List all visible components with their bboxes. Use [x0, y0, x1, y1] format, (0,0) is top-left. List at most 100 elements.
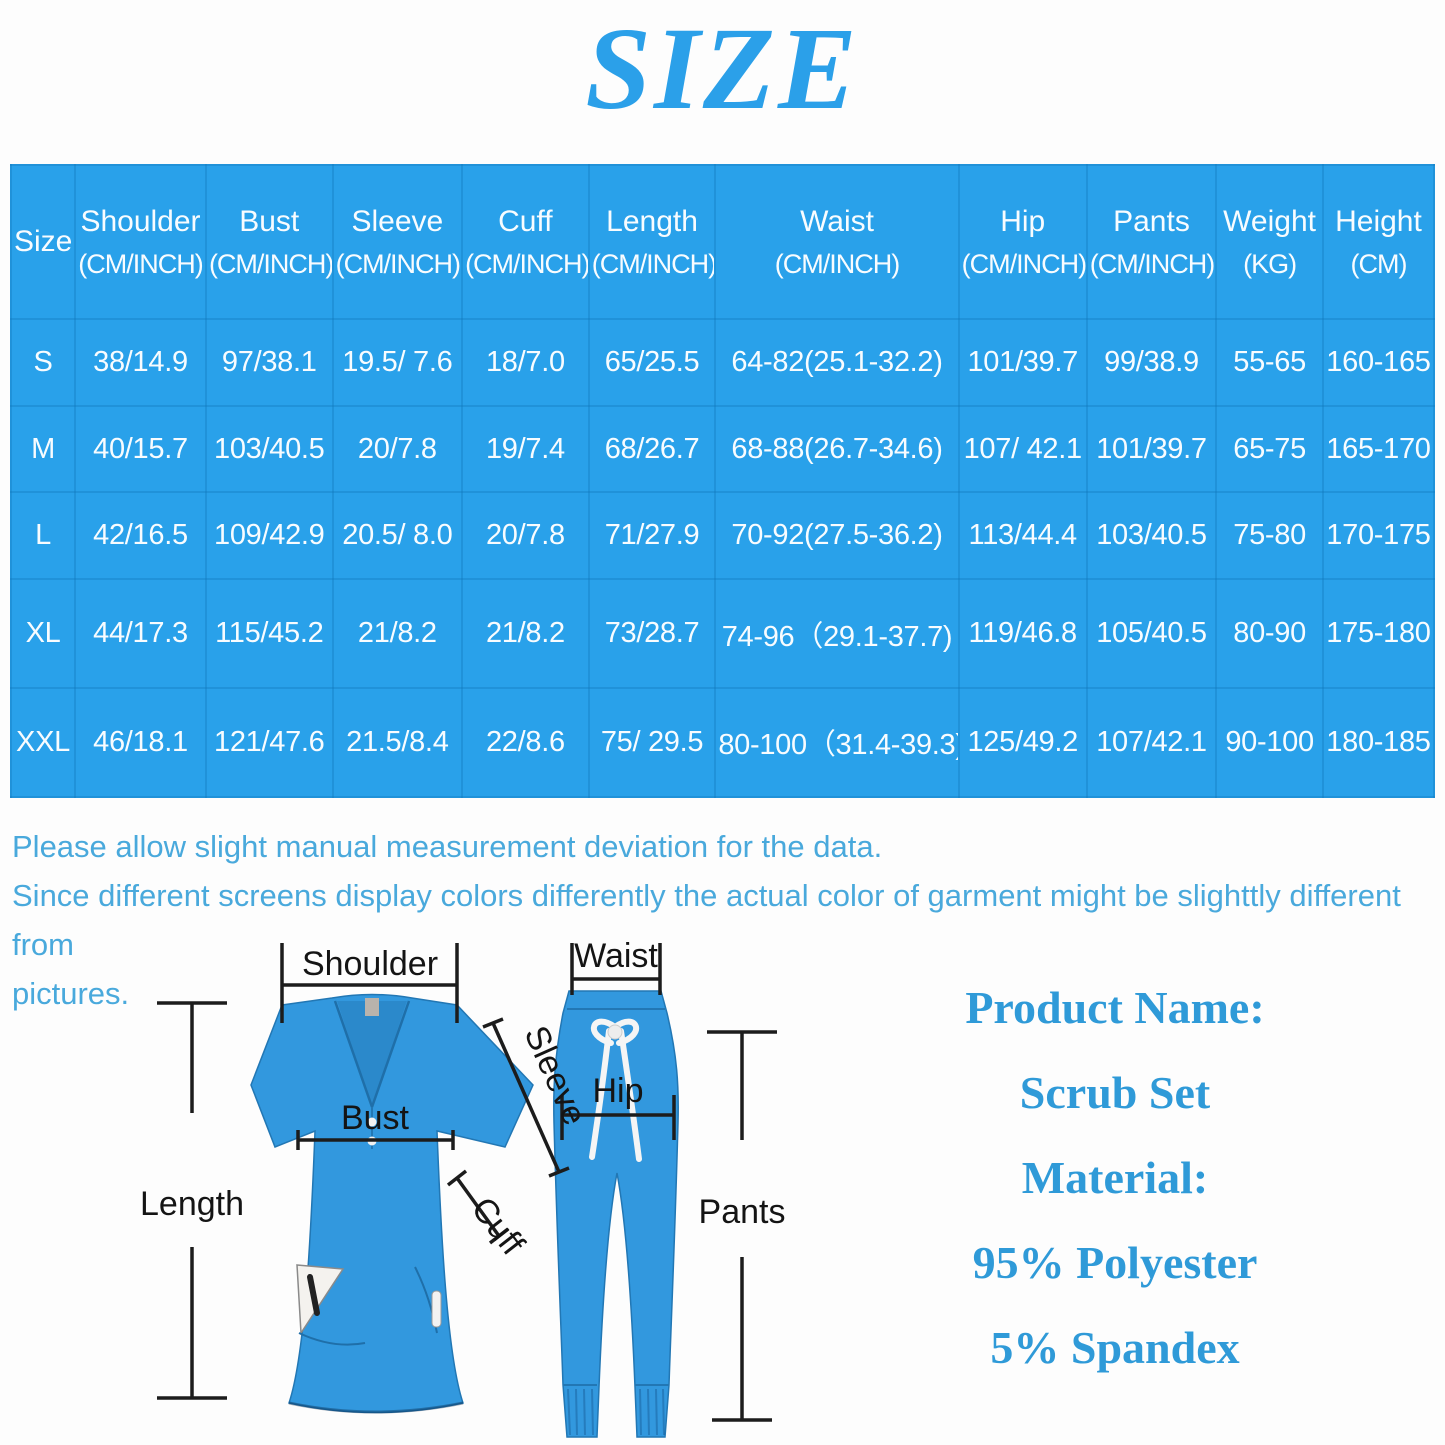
value-cell: 90-100 [1215, 686, 1324, 799]
column-header-sleeve: Sleeve (CM/INCH) [331, 164, 464, 320]
size-cell: M [9, 404, 77, 494]
value-cell: 97/38.1 [204, 318, 334, 407]
value-cell: 125/49.2 [957, 686, 1088, 799]
value-cell: 75/ 29.5 [587, 686, 717, 799]
size-table: Size Shoulder (CM/INCH) Bust (CM/INCH) Sleeve… [9, 164, 1436, 799]
value-cell: 73/28.7 [587, 578, 717, 689]
value-cell: 21/8.2 [331, 578, 464, 689]
value-cell: 22/8.6 [461, 686, 590, 799]
value-cell: 80-100（31.4-39.3) [714, 686, 960, 799]
value-cell: 18/7.0 [461, 318, 590, 407]
size-row-xl: XL 44/17.3 115/45.2 21/8.2 21/8.2 73/28.7 74-9… [9, 578, 1436, 689]
value-cell: 113/44.4 [957, 491, 1088, 581]
size-row-m: M 40/15.7 103/40.5 20/7.8 19/7.4 68/26.7 68-88… [9, 404, 1436, 494]
value-cell: 121/47.6 [204, 686, 334, 799]
column-header-size: Size [9, 164, 77, 320]
value-cell: 20/7.8 [461, 491, 590, 581]
value-cell: 119/46.8 [957, 578, 1088, 689]
measurement-notes: Please allow slight manual measurement d… [12, 822, 1432, 1018]
value-cell: 65-75 [1215, 404, 1324, 494]
value-cell: 74-96（29.1-37.7) [714, 578, 960, 689]
column-header-height: Height (CM) [1321, 164, 1436, 320]
value-cell: 175-180 [1321, 578, 1436, 689]
size-cell: S [9, 318, 77, 407]
value-cell: 180-185 [1321, 686, 1436, 799]
value-cell: 103/40.5 [204, 404, 334, 494]
value-cell: 38/14.9 [74, 318, 207, 407]
bust-label: Bust [341, 1099, 410, 1137]
value-cell: 80-90 [1215, 578, 1324, 689]
size-cell: XXL [9, 686, 77, 799]
column-header-bust: Bust (CM/INCH) [204, 164, 334, 320]
column-header-waist: Waist (CM/INCH) [714, 164, 960, 320]
value-cell: 64-82(25.1-32.2) [714, 318, 960, 407]
value-cell: 19/7.4 [461, 404, 590, 494]
value-cell: 40/15.7 [74, 404, 207, 494]
value-cell: 101/39.7 [957, 318, 1088, 407]
sleeve-measure-line [482, 1017, 570, 1178]
value-cell: 68-88(26.7-34.6) [714, 404, 960, 494]
length-measure-line [157, 1001, 227, 1400]
value-cell: 44/17.3 [74, 578, 207, 689]
product-name-value: Scrub Set [1019, 1067, 1211, 1118]
pants-measure-line [707, 1030, 777, 1422]
value-cell: 71/27.9 [587, 491, 717, 581]
value-cell: 75-80 [1215, 491, 1324, 581]
vneck-shading [337, 1001, 407, 1107]
size-row-xxl: XXL 46/18.1 121/47.6 21.5/8.4 22/8.6 75/ 29.5… [9, 686, 1436, 799]
column-header-length: Length (CM/INCH) [587, 164, 717, 320]
waist-label: Waist [574, 937, 658, 975]
value-cell: 21/8.2 [461, 578, 590, 689]
column-header-pants: Pants (CM/INCH) [1085, 164, 1218, 320]
value-cell: 103/40.5 [1085, 491, 1218, 581]
value-cell: 170-175 [1321, 491, 1436, 581]
size-row-l: L 42/16.5 109/42.9 20.5/ 8.0 20/7.8 71/27.9 70… [9, 491, 1436, 581]
size-table-container: Size Shoulder (CM/INCH) Bust (CM/INCH) Sleeve… [9, 164, 1436, 799]
bust-measure-line [296, 1130, 455, 1150]
size-row-s: S 38/14.9 97/38.1 19.5/ 7.6 18/7.0 65/25.5 64-… [9, 318, 1436, 407]
cuff-ribs [567, 1388, 665, 1436]
pants-label: Pants [699, 1193, 786, 1231]
neck-tag [365, 998, 379, 1016]
measurement-diagram: Shoulder Length Bust Sleeve Cuff Waist H… [140, 937, 786, 1438]
value-cell: 70-92(27.5-36.2) [714, 491, 960, 581]
material-label: Material: [1021, 1152, 1209, 1203]
material-value: 5% Spandex [990, 1322, 1240, 1373]
shoulder-measure-line [280, 943, 459, 1023]
value-cell: 160-165 [1321, 318, 1436, 407]
hip-measure-line [560, 1095, 676, 1140]
material-value: 95% Polyester [972, 1237, 1258, 1288]
cuff-measure-line [446, 1169, 510, 1245]
size-table-header-row: Size Shoulder (CM/INCH) Bust (CM/INCH) Sleeve… [9, 164, 1436, 320]
size-cell: XL [9, 578, 77, 689]
pocket-seam [298, 1332, 366, 1346]
value-cell: 42/16.5 [74, 491, 207, 581]
value-cell: 105/40.5 [1085, 578, 1218, 689]
collar-seam [333, 1000, 411, 1108]
value-cell: 19.5/ 7.6 [331, 318, 464, 407]
value-cell: 107/42.1 [1085, 686, 1218, 799]
zipper-pull [431, 1290, 442, 1328]
column-header-weight: Weight (KG) [1215, 164, 1324, 320]
drawstring [589, 1018, 642, 1162]
value-cell: 55-65 [1215, 318, 1324, 407]
hem-shadow [288, 1401, 464, 1414]
button [367, 1117, 377, 1127]
value-cell: 65/25.5 [587, 318, 717, 407]
product-info: Product Name: Scrub Set Material: 95% Po… [915, 982, 1315, 1407]
value-cell: 107/ 42.1 [957, 404, 1088, 494]
value-cell: 101/39.7 [1085, 404, 1218, 494]
column-header-shoulder: Shoulder (CM/INCH) [74, 164, 207, 320]
note-line: Since different screens display colors d… [12, 878, 1401, 962]
waist-measure-line [570, 943, 662, 995]
value-cell: 21.5/8.4 [331, 686, 464, 799]
product-name-label: Product Name: [965, 982, 1265, 1033]
column-header-cuff: Cuff (CM/INCH) [461, 164, 590, 320]
value-cell: 99/38.9 [1085, 318, 1218, 407]
shoulder-label: Shoulder [302, 945, 438, 983]
value-cell: 165-170 [1321, 404, 1436, 494]
note-line: Please allow slight manual measurement d… [12, 829, 883, 864]
value-cell: 115/45.2 [204, 578, 334, 689]
page-title: SIZE [585, 3, 860, 134]
